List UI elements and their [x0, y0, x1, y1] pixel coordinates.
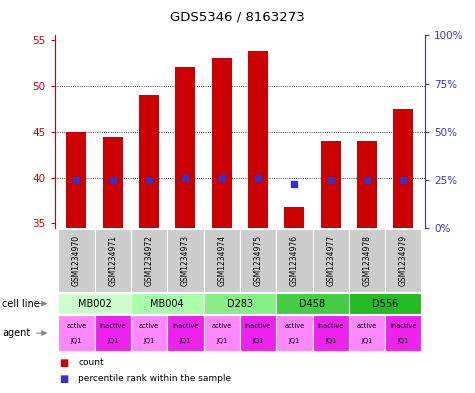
Bar — [240, 315, 276, 351]
Bar — [313, 229, 349, 292]
Text: percentile rank within the sample: percentile rank within the sample — [78, 374, 231, 383]
Bar — [248, 51, 268, 228]
Text: JQ1: JQ1 — [252, 338, 264, 344]
Point — [109, 177, 116, 183]
Bar — [139, 95, 159, 228]
Bar — [385, 315, 421, 351]
Text: inactive: inactive — [317, 323, 344, 329]
Bar — [349, 293, 421, 314]
Text: JQ1: JQ1 — [325, 338, 336, 344]
Bar — [175, 68, 195, 228]
Bar — [204, 293, 276, 314]
Text: JQ1: JQ1 — [180, 338, 191, 344]
Text: GDS5346 / 8163273: GDS5346 / 8163273 — [170, 11, 305, 24]
Text: GSM1234971: GSM1234971 — [108, 235, 117, 286]
Text: inactive: inactive — [390, 323, 417, 329]
Point — [399, 177, 407, 183]
Bar — [313, 315, 349, 351]
Bar — [204, 315, 240, 351]
Point — [181, 175, 189, 181]
Text: ■: ■ — [59, 358, 68, 368]
Text: inactive: inactive — [172, 323, 199, 329]
Text: JQ1: JQ1 — [107, 338, 118, 344]
Point — [291, 180, 298, 187]
Text: JQ1: JQ1 — [361, 338, 372, 344]
Text: GSM1234977: GSM1234977 — [326, 235, 335, 286]
Text: active: active — [66, 323, 86, 329]
Bar — [321, 141, 341, 228]
Bar — [167, 229, 204, 292]
Text: count: count — [78, 358, 104, 367]
Text: inactive: inactive — [245, 323, 271, 329]
Text: GSM1234972: GSM1234972 — [144, 235, 153, 286]
Bar — [349, 229, 385, 292]
Text: GSM1234970: GSM1234970 — [72, 235, 81, 286]
Bar — [276, 229, 313, 292]
Bar — [276, 315, 313, 351]
Text: MB004: MB004 — [151, 299, 184, 309]
Text: active: active — [284, 323, 304, 329]
Bar — [285, 207, 304, 228]
Text: JQ1: JQ1 — [216, 338, 228, 344]
Bar — [103, 137, 123, 228]
Bar — [385, 229, 421, 292]
Bar — [66, 132, 86, 228]
Text: JQ1: JQ1 — [143, 338, 155, 344]
Text: GSM1234974: GSM1234974 — [217, 235, 226, 286]
Point — [363, 177, 371, 183]
Text: MB002: MB002 — [78, 299, 112, 309]
Bar — [349, 315, 385, 351]
Point — [327, 177, 334, 183]
Text: agent: agent — [2, 328, 30, 338]
Text: JQ1: JQ1 — [71, 338, 82, 344]
Bar — [167, 315, 204, 351]
Bar — [131, 229, 167, 292]
Point — [218, 175, 226, 181]
Point — [73, 177, 80, 183]
Text: JQ1: JQ1 — [398, 338, 409, 344]
Text: GSM1234976: GSM1234976 — [290, 235, 299, 286]
Bar — [276, 293, 349, 314]
Text: ■: ■ — [59, 374, 68, 384]
Text: inactive: inactive — [100, 323, 126, 329]
Bar — [95, 315, 131, 351]
Text: active: active — [357, 323, 377, 329]
Text: GSM1234975: GSM1234975 — [254, 235, 263, 286]
Bar — [393, 109, 413, 228]
Bar — [240, 229, 276, 292]
Text: active: active — [139, 323, 159, 329]
Bar — [212, 58, 232, 228]
Bar — [131, 293, 204, 314]
Bar — [204, 229, 240, 292]
Point — [254, 175, 262, 181]
Point — [145, 177, 153, 183]
Bar — [58, 315, 95, 351]
Text: GSM1234978: GSM1234978 — [362, 235, 371, 286]
Text: D283: D283 — [227, 299, 253, 309]
Text: D556: D556 — [372, 299, 399, 309]
Text: D458: D458 — [299, 299, 325, 309]
Bar — [58, 293, 131, 314]
Bar — [58, 229, 95, 292]
Text: JQ1: JQ1 — [289, 338, 300, 344]
Text: cell line: cell line — [2, 299, 40, 309]
Bar — [357, 141, 377, 228]
Text: GSM1234973: GSM1234973 — [181, 235, 190, 286]
Bar — [95, 229, 131, 292]
Text: GSM1234979: GSM1234979 — [399, 235, 408, 286]
Bar — [131, 315, 167, 351]
Text: active: active — [211, 323, 232, 329]
